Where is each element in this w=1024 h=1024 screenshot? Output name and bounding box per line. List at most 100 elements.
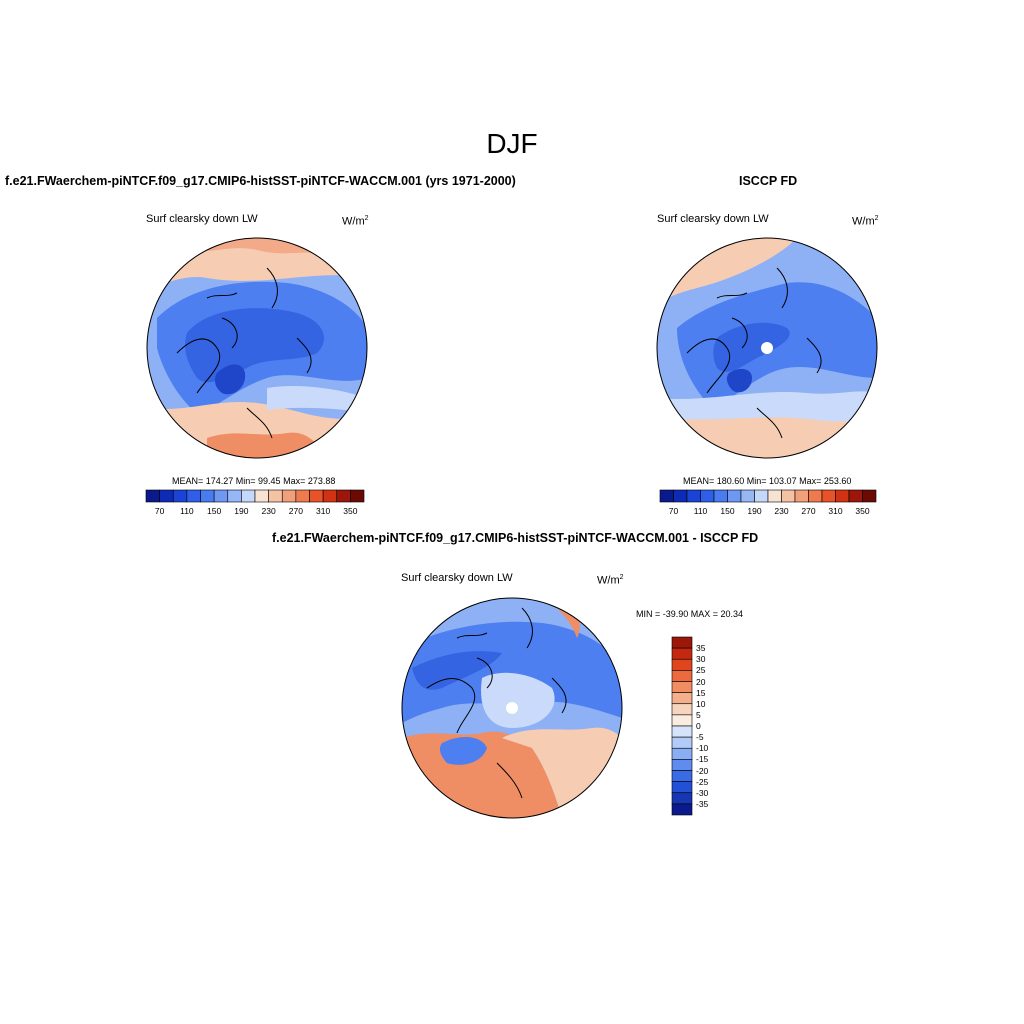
model-coastlines <box>176 267 312 439</box>
diff-colorbar-box <box>671 703 693 716</box>
obs-colorbar-box <box>848 489 863 503</box>
figure-title: DJF <box>486 128 538 159</box>
diff-colorbar-tick-label: -30 <box>696 787 709 798</box>
obs-colorbar-ticks: 70 110 150 190 230 270 310 350 <box>660 506 876 518</box>
model-panel-title: f.e21.FWaerchem-piNTCF.f09_g17.CMIP6-his… <box>5 174 516 188</box>
diff-colorbar-tick-label: -35 <box>696 798 709 809</box>
diff-units-label: W/m2 <box>597 574 624 587</box>
model-colorbar-tick-label: 350 <box>343 506 358 516</box>
obs-colorbar-box <box>740 489 755 503</box>
obs-colorbar-tick-label: 150 <box>720 506 735 516</box>
obs-colorbar-box <box>808 489 823 503</box>
model-colorbar-box <box>186 489 201 503</box>
model-colorbar <box>145 489 365 503</box>
obs-colorbar-box <box>781 489 796 503</box>
diff-stats: MIN = -39.90 MAX = 20.34 <box>636 609 744 619</box>
model-polar-map <box>146 237 368 459</box>
obs-colorbar-box <box>659 489 674 503</box>
model-colorbar-tick-label: 230 <box>261 506 276 516</box>
diff-colorbar-tick-label: 10 <box>696 698 706 709</box>
diff-colorbar-box <box>671 670 693 682</box>
diff-missing-pole <box>506 702 518 714</box>
model-colorbar-ticks: 70 110 150 190 230 270 310 350 <box>146 506 364 518</box>
obs-colorbar-tick-label: 230 <box>774 506 789 516</box>
diff-colorbar-box <box>671 725 693 738</box>
model-pale-band <box>267 386 367 413</box>
diff-colorbar-tick-label: 20 <box>696 676 706 687</box>
diff-colorbar <box>671 636 693 816</box>
obs-colorbar-tick-label: 70 <box>668 506 679 516</box>
model-stats: MEAN= 174.27 Min= 99.45 Max= 273.88 <box>172 476 336 486</box>
diff-colorbar-box <box>671 636 693 649</box>
diff-colorbar-tick-label: 30 <box>696 654 706 665</box>
model-colorbar-box <box>350 489 365 503</box>
obs-colorbar-tick-label: 310 <box>828 506 843 516</box>
obs-colorbar-tick-label: 110 <box>693 506 708 516</box>
obs-colorbar-tick-label: 270 <box>801 506 816 516</box>
model-units-label: W/m2 <box>342 215 369 228</box>
diff-panel-title: f.e21.FWaerchem-piNTCF.f09_g17.CMIP6-his… <box>272 531 759 545</box>
obs-colorbar-box <box>727 489 742 503</box>
obs-polar-map <box>656 237 878 459</box>
diff-colorbar-tick-label: -5 <box>696 732 704 743</box>
diff-colorbar-box <box>671 647 693 660</box>
model-colorbar-box <box>213 489 229 503</box>
obs-colorbar-box <box>673 489 688 503</box>
diff-deep-blue <box>412 651 502 690</box>
model-colorbar-tick-label: 310 <box>316 506 331 516</box>
diff-colorbar-box <box>671 803 693 816</box>
obs-colorbar-tick-label: 190 <box>747 506 762 516</box>
diff-colorbar-tick-label: 25 <box>696 665 706 676</box>
diff-pale-center <box>481 672 555 728</box>
obs-colorbar-box <box>794 489 809 503</box>
obs-units-label: W/m2 <box>852 215 879 228</box>
diff-colorbar-box <box>671 681 693 693</box>
obs-pale-lower <box>657 391 877 428</box>
model-colorbar-box <box>145 489 160 503</box>
obs-coastlines <box>686 267 822 439</box>
diff-colorbar-tick-label: -25 <box>696 776 709 787</box>
diff-colorbar-ticks: 35 30 25 20 15 10 5 0 -5 -10 -15 -20 -25 -30 -35 <box>696 637 736 815</box>
model-colorbar-box <box>200 489 215 503</box>
obs-missing-pole <box>761 342 773 354</box>
obs-stats: MEAN= 180.60 Min= 103.07 Max= 253.60 <box>683 476 852 486</box>
diff-variable-label: Surf clearsky down LW <box>401 572 513 584</box>
model-colorbar-box <box>159 489 174 503</box>
obs-colorbar-box <box>713 489 728 503</box>
diff-colorbar-box <box>671 770 693 782</box>
model-colorbar-box <box>295 489 310 503</box>
diff-colorbar-tick-label: -15 <box>696 754 709 765</box>
obs-colorbar-box <box>821 489 836 503</box>
diff-colorbar-box <box>671 792 693 805</box>
model-variable-label: Surf clearsky down LW <box>146 213 258 225</box>
model-colorbar-box <box>268 489 283 503</box>
model-colorbar-tick-label: 70 <box>154 506 165 516</box>
obs-colorbar-box <box>862 489 877 503</box>
model-deep-blue <box>185 308 325 383</box>
obs-warm-bottom <box>657 417 877 458</box>
model-dark-core <box>214 364 246 395</box>
obs-colorbar-box <box>700 489 715 503</box>
obs-variable-label: Surf clearsky down LW <box>657 213 769 225</box>
diff-colorbar-tick-label: 0 <box>696 721 701 731</box>
diff-polar-map <box>401 597 623 819</box>
model-colorbar-box <box>336 489 351 503</box>
model-colorbar-box <box>322 489 338 503</box>
diff-colorbar-box <box>671 692 693 705</box>
model-colorbar-tick-label: 110 <box>180 506 194 516</box>
model-colorbar-box <box>227 489 242 503</box>
diff-colorbar-box <box>671 759 693 771</box>
diff-colorbar-box <box>671 781 693 794</box>
diff-colorbar-box <box>671 747 693 760</box>
obs-colorbar-box <box>835 489 850 503</box>
diff-colorbar-box <box>671 736 693 749</box>
diff-blue-band <box>402 621 622 723</box>
diff-coastlines <box>426 607 567 799</box>
obs-colorbar-box <box>686 489 701 503</box>
diff-colorbar-tick-label: -20 <box>696 765 709 776</box>
obs-deep-blue <box>713 322 790 372</box>
obs-colorbar <box>659 489 877 503</box>
model-colorbar-tick-label: 270 <box>288 506 303 516</box>
model-colorbar-box <box>281 489 297 503</box>
model-colorbar-box <box>172 489 188 503</box>
